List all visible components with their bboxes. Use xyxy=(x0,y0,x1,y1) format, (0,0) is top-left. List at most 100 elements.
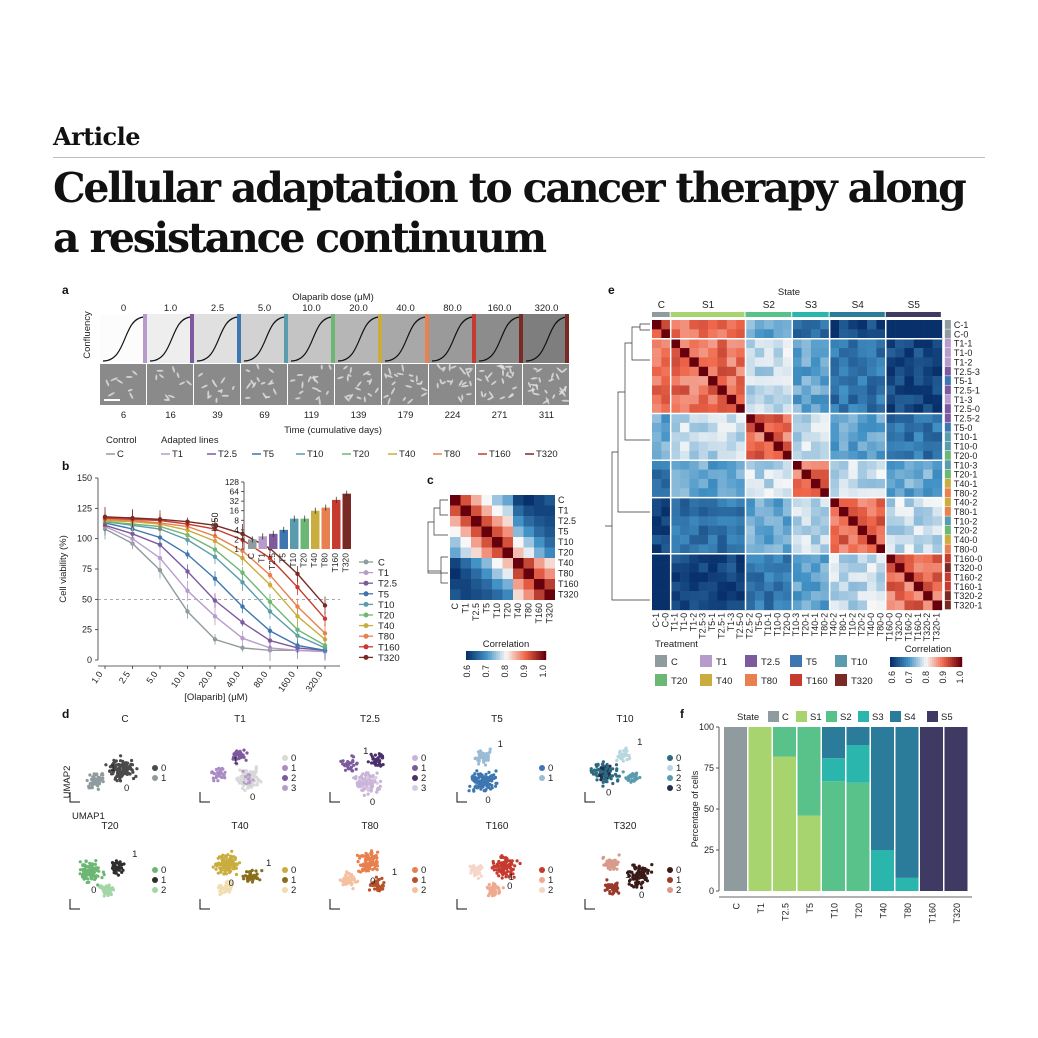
umap-point-T5 xyxy=(474,784,478,788)
e-cell xyxy=(792,422,802,433)
dose-stripe-T10 xyxy=(284,314,288,363)
umap-point-T40 xyxy=(211,865,215,869)
b-point-T5 xyxy=(240,604,245,609)
c-cell xyxy=(544,537,555,548)
e-cell xyxy=(848,450,858,461)
e-cell xyxy=(904,525,915,536)
cell-shape xyxy=(468,367,473,374)
e-cell xyxy=(923,478,933,489)
b-legend-label-T80: T80 xyxy=(378,632,394,643)
umap-point-T320 xyxy=(610,892,615,896)
e-colorbar-seg xyxy=(932,657,935,667)
e-cell xyxy=(913,572,924,583)
umap-point-C xyxy=(117,768,122,772)
e-cell xyxy=(717,507,728,517)
e-cell xyxy=(652,329,662,339)
c-cell xyxy=(460,505,471,516)
e-cell xyxy=(736,376,746,386)
umap-point-C xyxy=(130,758,134,763)
umap-point-T80 xyxy=(355,853,359,858)
e-cell xyxy=(708,320,718,330)
e-cell xyxy=(801,525,812,536)
cell-shape xyxy=(374,387,379,393)
e-cell xyxy=(652,450,662,461)
c-cell xyxy=(544,495,555,506)
e-cell xyxy=(848,525,858,536)
cell-shape xyxy=(461,394,464,401)
e-cell xyxy=(782,329,793,339)
e-cell xyxy=(726,329,737,339)
umap-legend-label: 2 xyxy=(291,885,296,896)
e-cell xyxy=(829,563,840,573)
e-row-label: T80-2 xyxy=(954,488,978,498)
c-row-label: T20 xyxy=(558,548,574,558)
e-cell xyxy=(773,432,784,442)
umap-point-T80 xyxy=(341,883,345,887)
e-cell xyxy=(764,572,774,583)
e-state-bar xyxy=(829,312,885,317)
umap-point-T2.5 xyxy=(365,776,370,780)
c-colorbar-seg xyxy=(468,651,471,660)
c-colorbar-title: Correlation xyxy=(483,639,529,650)
umap-point-T20 xyxy=(96,883,100,887)
e-cell xyxy=(773,357,784,368)
e-cell xyxy=(820,581,830,592)
dose-stripe-T20 xyxy=(331,314,335,363)
e-cell xyxy=(698,422,709,433)
e-cell xyxy=(680,544,690,555)
e-cell xyxy=(698,535,709,545)
umap-axes xyxy=(584,899,595,910)
c-cell xyxy=(523,505,534,516)
umap-point-T1 xyxy=(238,756,242,760)
c-colorbar-seg xyxy=(528,651,531,660)
umap-point-T320 xyxy=(617,853,621,857)
e-cell xyxy=(764,450,774,461)
umap-cluster-label: 0 xyxy=(485,795,490,806)
e-cell xyxy=(810,478,821,489)
e-cell xyxy=(867,366,877,377)
cell-shape xyxy=(343,365,348,370)
umap-point-T40 xyxy=(224,868,228,872)
c-colorbar-seg xyxy=(536,651,539,660)
e-cell xyxy=(857,385,868,396)
inset-y-tick-label: 1 xyxy=(234,544,239,554)
e-cell xyxy=(708,460,718,470)
dose-stripe-T5 xyxy=(237,314,241,363)
cell-shape xyxy=(262,392,267,400)
e-cell xyxy=(810,488,821,498)
e-colorbar-seg xyxy=(922,657,925,667)
e-cell xyxy=(736,348,746,358)
e-cell xyxy=(904,516,915,526)
umap-point-T80 xyxy=(351,875,355,879)
e-cell xyxy=(670,497,681,508)
cell-shape xyxy=(366,380,372,383)
e-cell xyxy=(698,591,709,601)
e-cell xyxy=(670,516,681,526)
e-cell xyxy=(736,422,746,433)
e-cell xyxy=(932,348,943,358)
e-cell xyxy=(764,516,774,526)
e-cell xyxy=(708,338,718,349)
e-cell xyxy=(932,544,943,555)
umap-point-C xyxy=(96,787,100,792)
cell-shape xyxy=(107,392,115,397)
cell-shape xyxy=(460,384,469,388)
cell-shape xyxy=(363,396,366,403)
e-colorbar-seg xyxy=(960,657,963,667)
c-cell xyxy=(450,495,461,506)
e-cell xyxy=(913,516,924,526)
e-cell xyxy=(708,366,718,377)
e-cell xyxy=(792,413,802,424)
cell-shape xyxy=(207,395,212,399)
e-cell xyxy=(745,348,756,358)
e-col-label: T320-2 xyxy=(922,613,932,642)
umap-legend-label: 2 xyxy=(676,773,681,784)
c-colorbar-seg xyxy=(534,651,537,660)
umap-point-T1 xyxy=(237,781,241,785)
e-treatment-swatch-T160 xyxy=(790,674,802,686)
e-cell xyxy=(810,516,821,526)
e-treatment-label-T2.5: T2.5 xyxy=(761,657,780,668)
e-row-label: T2.5-1 xyxy=(954,385,980,395)
e-cell xyxy=(792,469,802,480)
umap-point-T1 xyxy=(254,766,259,770)
